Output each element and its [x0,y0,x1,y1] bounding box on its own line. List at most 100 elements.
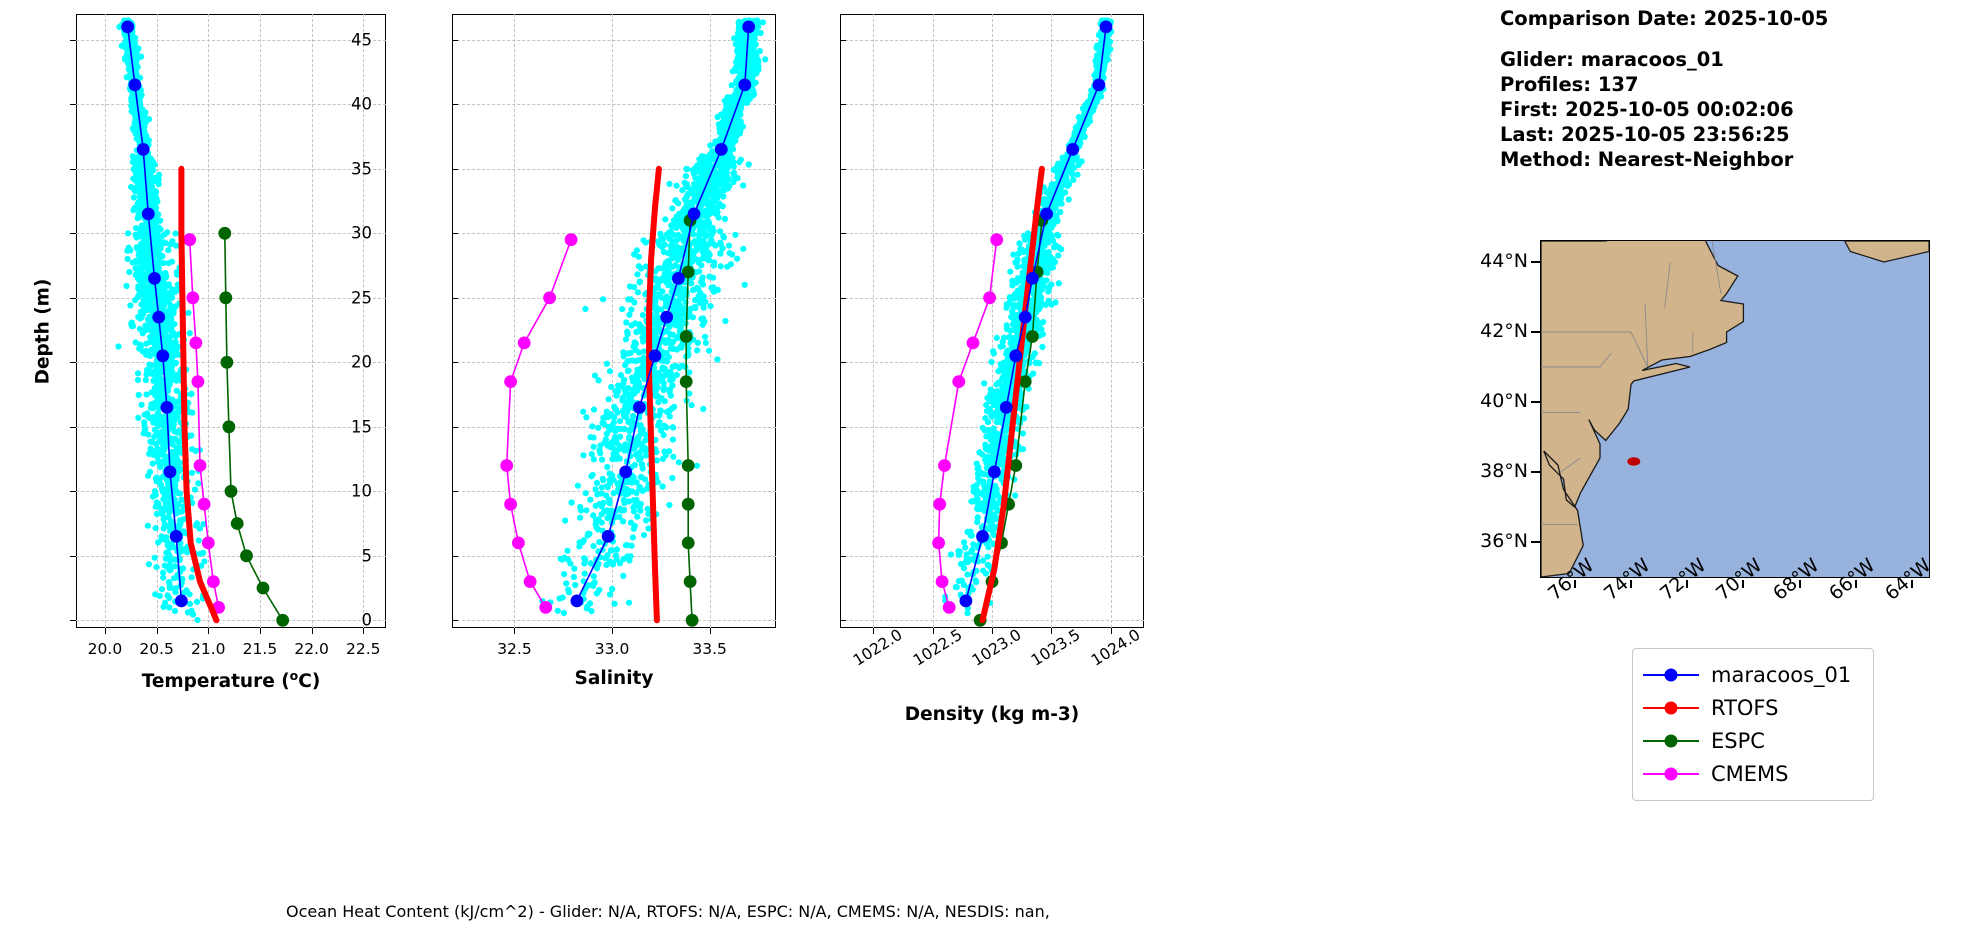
x-tick [311,628,313,634]
y-tick [452,168,458,170]
legend-label: RTOFS [1711,695,1779,720]
legend-label: ESPC [1711,728,1765,753]
x-tick [1051,628,1053,634]
x-tick-label: 20.0 [87,640,123,658]
series-marker [983,291,996,305]
series-marker [543,291,556,305]
series-marker [1099,20,1113,34]
map-longitude-tick [1742,580,1745,588]
series-marker [601,530,615,543]
series-marker [193,459,207,472]
landmass-polygon [1541,241,1745,577]
x-gridline [873,14,875,628]
legend-line-swatch [1643,731,1699,751]
series-marker [1040,207,1053,221]
series-marker [685,613,699,627]
series-marker [932,536,945,550]
series-marker [207,575,220,588]
series-marker [935,575,949,588]
x-gridline [709,14,711,628]
legend-item-maracoos-01[interactable]: maracoos_01 [1643,658,1863,691]
glider-location-map[interactable]: 44°N 42°N 40°N 38°N 36°N 76°W 74°W 72°W 70°W 68°… [1480,240,1935,605]
legend-marker-dot [1664,701,1678,714]
salinity-plot-area[interactable] [452,14,776,628]
y-tick [70,555,76,557]
state-border [1541,352,1612,368]
density-plot-area[interactable] [840,14,1144,628]
y-gridline [76,168,386,170]
series-marker [219,291,233,305]
x-gridline [1110,14,1112,628]
series-marker [121,20,135,34]
x-tick-label: 22.0 [294,640,329,658]
x-tick-label: 1022.0 [850,625,906,670]
y-tick [840,362,846,364]
x-tick [156,628,158,634]
x-tick [363,628,365,634]
series-marker [1092,78,1106,92]
y-tick [840,620,846,622]
series-marker [163,465,177,479]
y-gridline [840,620,1144,622]
series-marker [240,549,253,563]
series-marker [504,497,517,511]
series-marker [933,497,947,511]
x-gridline [932,14,934,628]
glider-position-marker[interactable] [1627,457,1641,466]
legend-item-espc[interactable]: ESPC [1643,724,1863,757]
legend-item-rtofs[interactable]: RTOFS [1643,691,1863,724]
map-latitude-tick [1531,541,1540,543]
y-tick-label: 20 [351,352,372,372]
series-marker [1066,143,1080,156]
y-tick [70,362,76,364]
series-marker [988,465,1001,479]
series-cmems [500,233,578,614]
series-marker [230,517,244,530]
last-timestamp-line: Last: 2025-10-05 23:56:25 [1500,123,1790,146]
y-gridline [76,39,386,41]
y-tick [840,491,846,493]
series-marker [681,497,695,511]
x-gridline [612,14,614,628]
series-marker [742,20,756,34]
y-tick [70,233,76,235]
series-marker [186,291,200,305]
series-maracoos-01 [959,20,1113,608]
comparison-metadata-panel: Comparison Date: 2025-10-05 Glider: mara… [1500,6,1970,172]
series-rtofs [979,165,1045,624]
y-gridline [452,297,776,299]
density-axis-title: Density (kg m-3) [904,704,1080,725]
series-marker [220,355,234,369]
legend-item-cmems[interactable]: CMEMS [1643,757,1863,790]
x-tick [992,628,993,634]
series-marker [197,497,211,511]
temperature-plot-area[interactable] [76,14,386,628]
x-tick-label: 33.5 [692,640,727,658]
map-latitude-label: 42°N [1480,320,1528,342]
series-marker [169,530,183,543]
series-marker [564,233,578,247]
legend-label: maracoos_01 [1711,662,1852,687]
x-gridline [311,14,313,628]
series-marker [539,601,553,614]
map-latitude-label: 44°N [1480,250,1528,272]
series-marker [183,233,197,247]
y-tick [840,297,846,299]
series-marker [276,613,290,627]
y-gridline [76,620,386,622]
x-tick-label: 21.0 [191,640,226,658]
series-marker [938,459,951,472]
series-marker [633,401,646,414]
series-legend: maracoos_01 RTOFS ESPC CMEMS [1632,648,1874,801]
state-border [1711,241,1722,294]
series-marker [191,375,205,388]
y-tick [452,620,458,622]
y-tick [70,620,76,622]
y-tick [840,104,846,106]
map-frame[interactable] [1540,240,1930,578]
x-gridline [259,14,261,628]
legend-line-swatch [1643,665,1699,685]
series-marker [517,336,531,350]
series-marker [224,484,238,498]
map-latitude-label: 40°N [1480,390,1528,412]
